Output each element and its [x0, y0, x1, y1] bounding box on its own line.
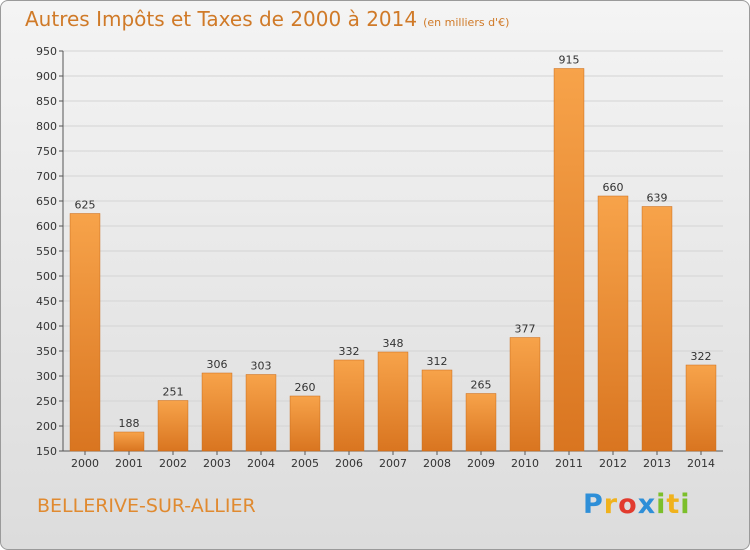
chart-title: Autres Impôts et Taxes de 2000 à 2014 (en… — [25, 7, 509, 31]
data-label-2010: 377 — [515, 323, 536, 336]
proxiti-logo: Proxiti — [583, 489, 691, 520]
y-tick-label: 600 — [36, 220, 57, 233]
bar-2009 — [465, 393, 497, 452]
axes: 150 200 250 300 350 400 450 500 550 600 650 700 750 8… — [36, 45, 723, 458]
bar-2004 — [245, 374, 277, 452]
y-tick-label: 900 — [36, 70, 57, 83]
chart-unit: (en milliers d'€) — [423, 16, 510, 29]
bar-2010 — [509, 337, 541, 452]
bars — [69, 68, 717, 452]
x-tick-label-2006: 2006 — [335, 457, 363, 470]
bar-2007 — [377, 351, 409, 452]
y-tick-label: 350 — [36, 345, 57, 358]
x-tick-label-2011: 2011 — [555, 457, 583, 470]
y-tick-label: 450 — [36, 295, 57, 308]
x-tick-label-2007: 2007 — [379, 457, 407, 470]
x-tick-label-2001: 2001 — [115, 457, 143, 470]
x-tick-label-2000: 2000 — [71, 457, 99, 470]
y-tick-label: 950 — [36, 45, 57, 58]
logo-letter: i — [680, 489, 691, 520]
x-tick-label-2005: 2005 — [291, 457, 319, 470]
data-label-2004: 303 — [251, 360, 272, 373]
bar-2013 — [641, 206, 673, 452]
data-label-2000: 625 — [75, 199, 96, 212]
y-tick-label: 500 — [36, 270, 57, 283]
y-tick-label: 550 — [36, 245, 57, 258]
data-label-2008: 312 — [427, 355, 448, 368]
bar-2011 — [553, 68, 585, 452]
y-tick-label: 650 — [36, 195, 57, 208]
data-label-2002: 251 — [163, 386, 184, 399]
y-tick-label: 800 — [36, 120, 57, 133]
data-label-2005: 260 — [295, 381, 316, 394]
bar-2005 — [289, 395, 321, 452]
x-tick-label-2008: 2008 — [423, 457, 451, 470]
logo-letter: P — [583, 489, 604, 520]
data-label-2006: 332 — [339, 345, 360, 358]
bar-2008 — [421, 369, 453, 452]
x-tick-label-2010: 2010 — [511, 457, 539, 470]
x-tick-label-2004: 2004 — [247, 457, 275, 470]
chart-title-text: Autres Impôts et Taxes de 2000 à 2014 — [25, 7, 418, 31]
logo-letter: r — [603, 489, 619, 520]
data-label-2009: 265 — [471, 379, 492, 392]
y-tick-label: 850 — [36, 95, 57, 108]
bar-2001 — [113, 431, 145, 452]
labels: 625 2000 188 2001 251 2002 306 2003 303 2004 260 20… — [71, 54, 715, 471]
y-tick-label: 150 — [36, 445, 57, 458]
bar-2012 — [597, 195, 629, 452]
x-tick-label-2012: 2012 — [599, 457, 627, 470]
bar-2006 — [333, 359, 365, 452]
x-tick-label-2009: 2009 — [467, 457, 495, 470]
data-label-2012: 660 — [603, 181, 624, 194]
y-tick-label: 700 — [36, 170, 57, 183]
bar-2000 — [69, 213, 101, 452]
logo-letter: o — [618, 489, 638, 520]
place-name: BELLERIVE-SUR-ALLIER — [37, 495, 256, 517]
logo-letter: x — [637, 489, 657, 520]
bar-2002 — [157, 400, 189, 452]
data-label-2003: 306 — [207, 358, 228, 371]
data-label-2011: 915 — [559, 54, 580, 67]
x-tick-label-2013: 2013 — [643, 457, 671, 470]
x-tick-label-2003: 2003 — [203, 457, 231, 470]
y-tick-label: 250 — [36, 395, 57, 408]
y-tick-label: 750 — [36, 145, 57, 158]
data-label-2014: 322 — [691, 350, 712, 363]
y-tick-label: 400 — [36, 320, 57, 333]
data-label-2007: 348 — [383, 337, 404, 350]
x-tick-label-2014: 2014 — [687, 457, 715, 470]
logo-letter: i — [656, 489, 667, 520]
y-tick-label: 200 — [36, 420, 57, 433]
x-tick-label-2002: 2002 — [159, 457, 187, 470]
data-label-2013: 639 — [647, 192, 668, 205]
bar-2003 — [201, 372, 233, 452]
bar-2014 — [685, 364, 717, 452]
data-label-2001: 188 — [119, 417, 140, 430]
logo-letter: t — [666, 489, 681, 520]
y-tick-label: 300 — [36, 370, 57, 383]
